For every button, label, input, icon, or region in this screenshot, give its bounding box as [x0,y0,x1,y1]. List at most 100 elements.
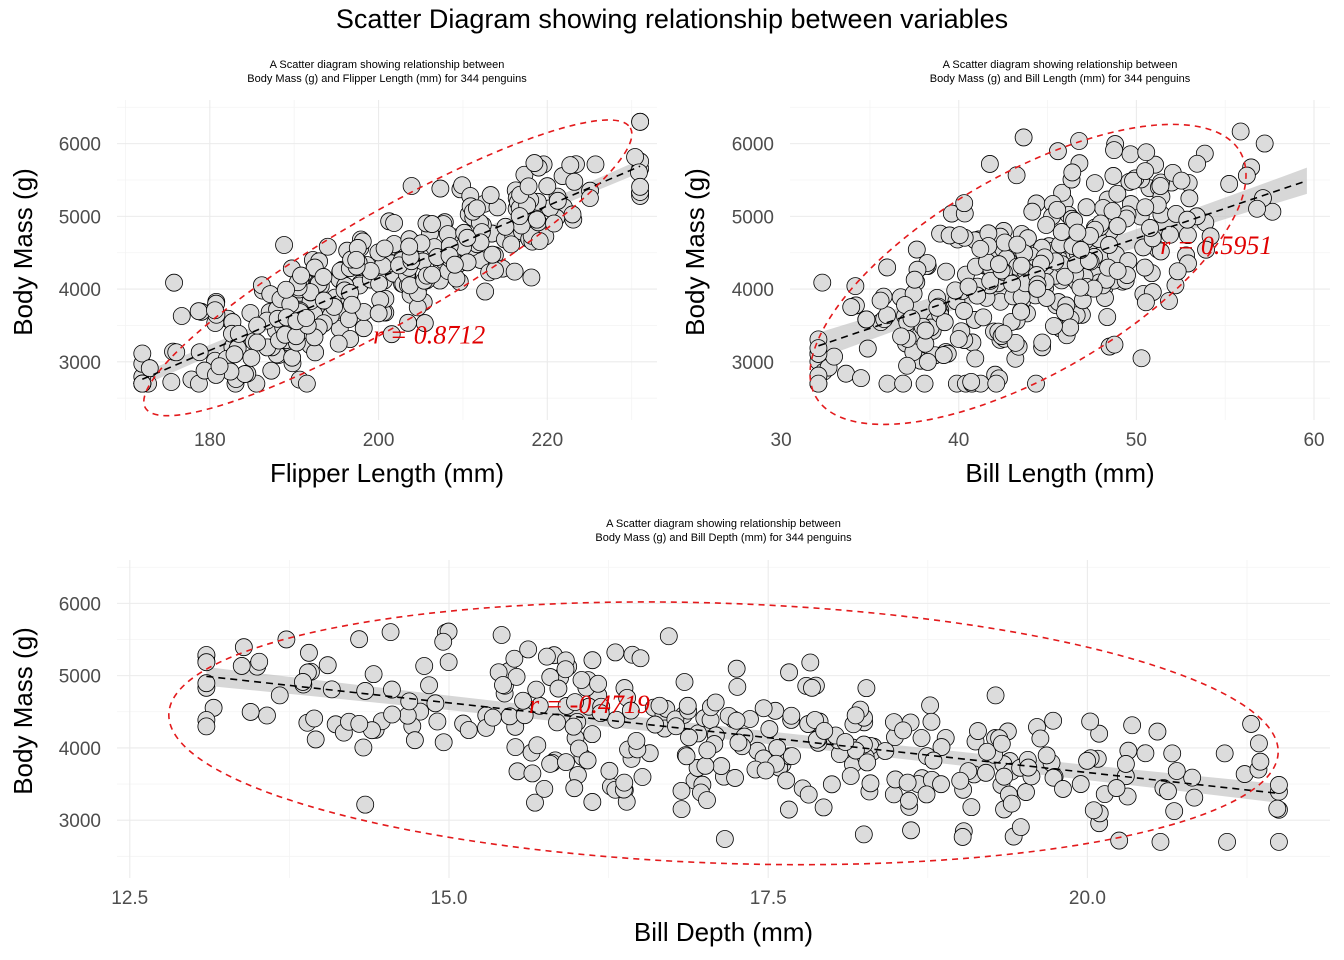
data-point [1159,782,1177,801]
data-point [678,696,697,715]
data-point [1078,751,1096,770]
data-point [912,729,931,747]
data-point [381,623,400,642]
data-point [492,626,511,644]
data-point [803,678,821,697]
data-point [306,343,325,362]
data-point [1123,716,1142,735]
data-point [1023,202,1042,221]
data-point [514,691,532,710]
data-point [783,747,801,766]
confidence-ellipse [809,123,1247,426]
data-point [508,762,527,781]
data-point [1048,200,1067,219]
x-tick-label: 60 [1303,430,1324,451]
data-point [978,742,996,761]
data-point [434,632,453,651]
data-point [1248,199,1266,218]
data-point [815,722,834,740]
data-points [809,122,1282,393]
data-point [375,239,394,258]
data-point [898,773,917,792]
data-point [140,359,159,378]
data-point [1161,225,1179,244]
data-point [564,717,583,736]
y-tick-label: 3000 [732,353,774,374]
data-point [258,706,276,725]
data-point [530,232,549,250]
data-point [570,739,588,758]
data-point [314,268,333,286]
data-point [538,177,557,196]
data-point [974,308,993,327]
data-point [892,327,910,346]
data-point [878,306,896,325]
data-point [727,711,746,730]
chart-subtitle-line: Body Mass (g) and Flipper Length (mm) fo… [247,73,527,85]
y-tick-label: 4000 [59,280,101,301]
data-point [934,346,953,364]
data-point [1063,163,1082,182]
data-point [476,282,495,301]
regression-line [818,179,1308,347]
data-point [565,779,584,798]
data-point [779,800,798,819]
y-tick-label: 4000 [732,280,774,301]
data-point [633,768,652,786]
data-point [483,245,502,264]
data-point [932,738,951,756]
x-tick-label: 220 [531,430,563,451]
data-point [986,686,1005,705]
chart-subtitle-line: Body Mass (g) and Bill Depth (mm) for 34… [595,532,852,544]
data-point [248,333,266,352]
data-point [878,374,897,393]
data-point [1014,128,1033,147]
data-point [955,302,973,320]
data-point [314,291,333,310]
data-point [1071,775,1090,793]
data-point [894,374,913,393]
data-point [631,177,650,196]
data-point [760,720,779,738]
data-point [756,761,775,780]
data-point [1107,779,1126,797]
data-point [959,277,978,296]
data-point [1250,734,1268,753]
data-point [1033,333,1052,352]
data-point [535,779,554,798]
data-point [858,339,877,358]
data-point [250,652,269,671]
data-point [1068,223,1087,242]
x-tick-label: 17.5 [750,888,787,909]
data-point [399,313,417,332]
data-point [754,699,773,718]
data-point [981,271,1000,290]
data-point [583,793,602,811]
data-point [434,733,453,752]
data-point [566,693,584,712]
data-point [402,177,421,195]
data-point [995,767,1014,786]
y-tick-label: 4000 [59,739,101,760]
data-point [481,186,500,204]
data-point [420,676,438,695]
data-point [297,374,316,393]
chart-panel-3: A Scatter diagram showing relationship b… [8,518,1330,947]
data-point [1116,755,1135,773]
data-point [1137,143,1156,162]
chart-subtitle-line: A Scatter diagram showing relationship b… [606,518,841,530]
data-point [445,255,464,274]
data-point [1251,752,1270,771]
data-point [857,310,876,329]
data-point [578,751,597,770]
data-point [423,215,441,233]
data-point [507,667,526,686]
data-point [1008,235,1027,254]
data-point [350,714,369,733]
data-point [356,795,375,814]
data-point [356,682,375,700]
x-tick-label: 12.5 [111,888,148,909]
data-point [646,715,665,734]
data-point [1072,241,1090,259]
data-point [1054,780,1072,798]
